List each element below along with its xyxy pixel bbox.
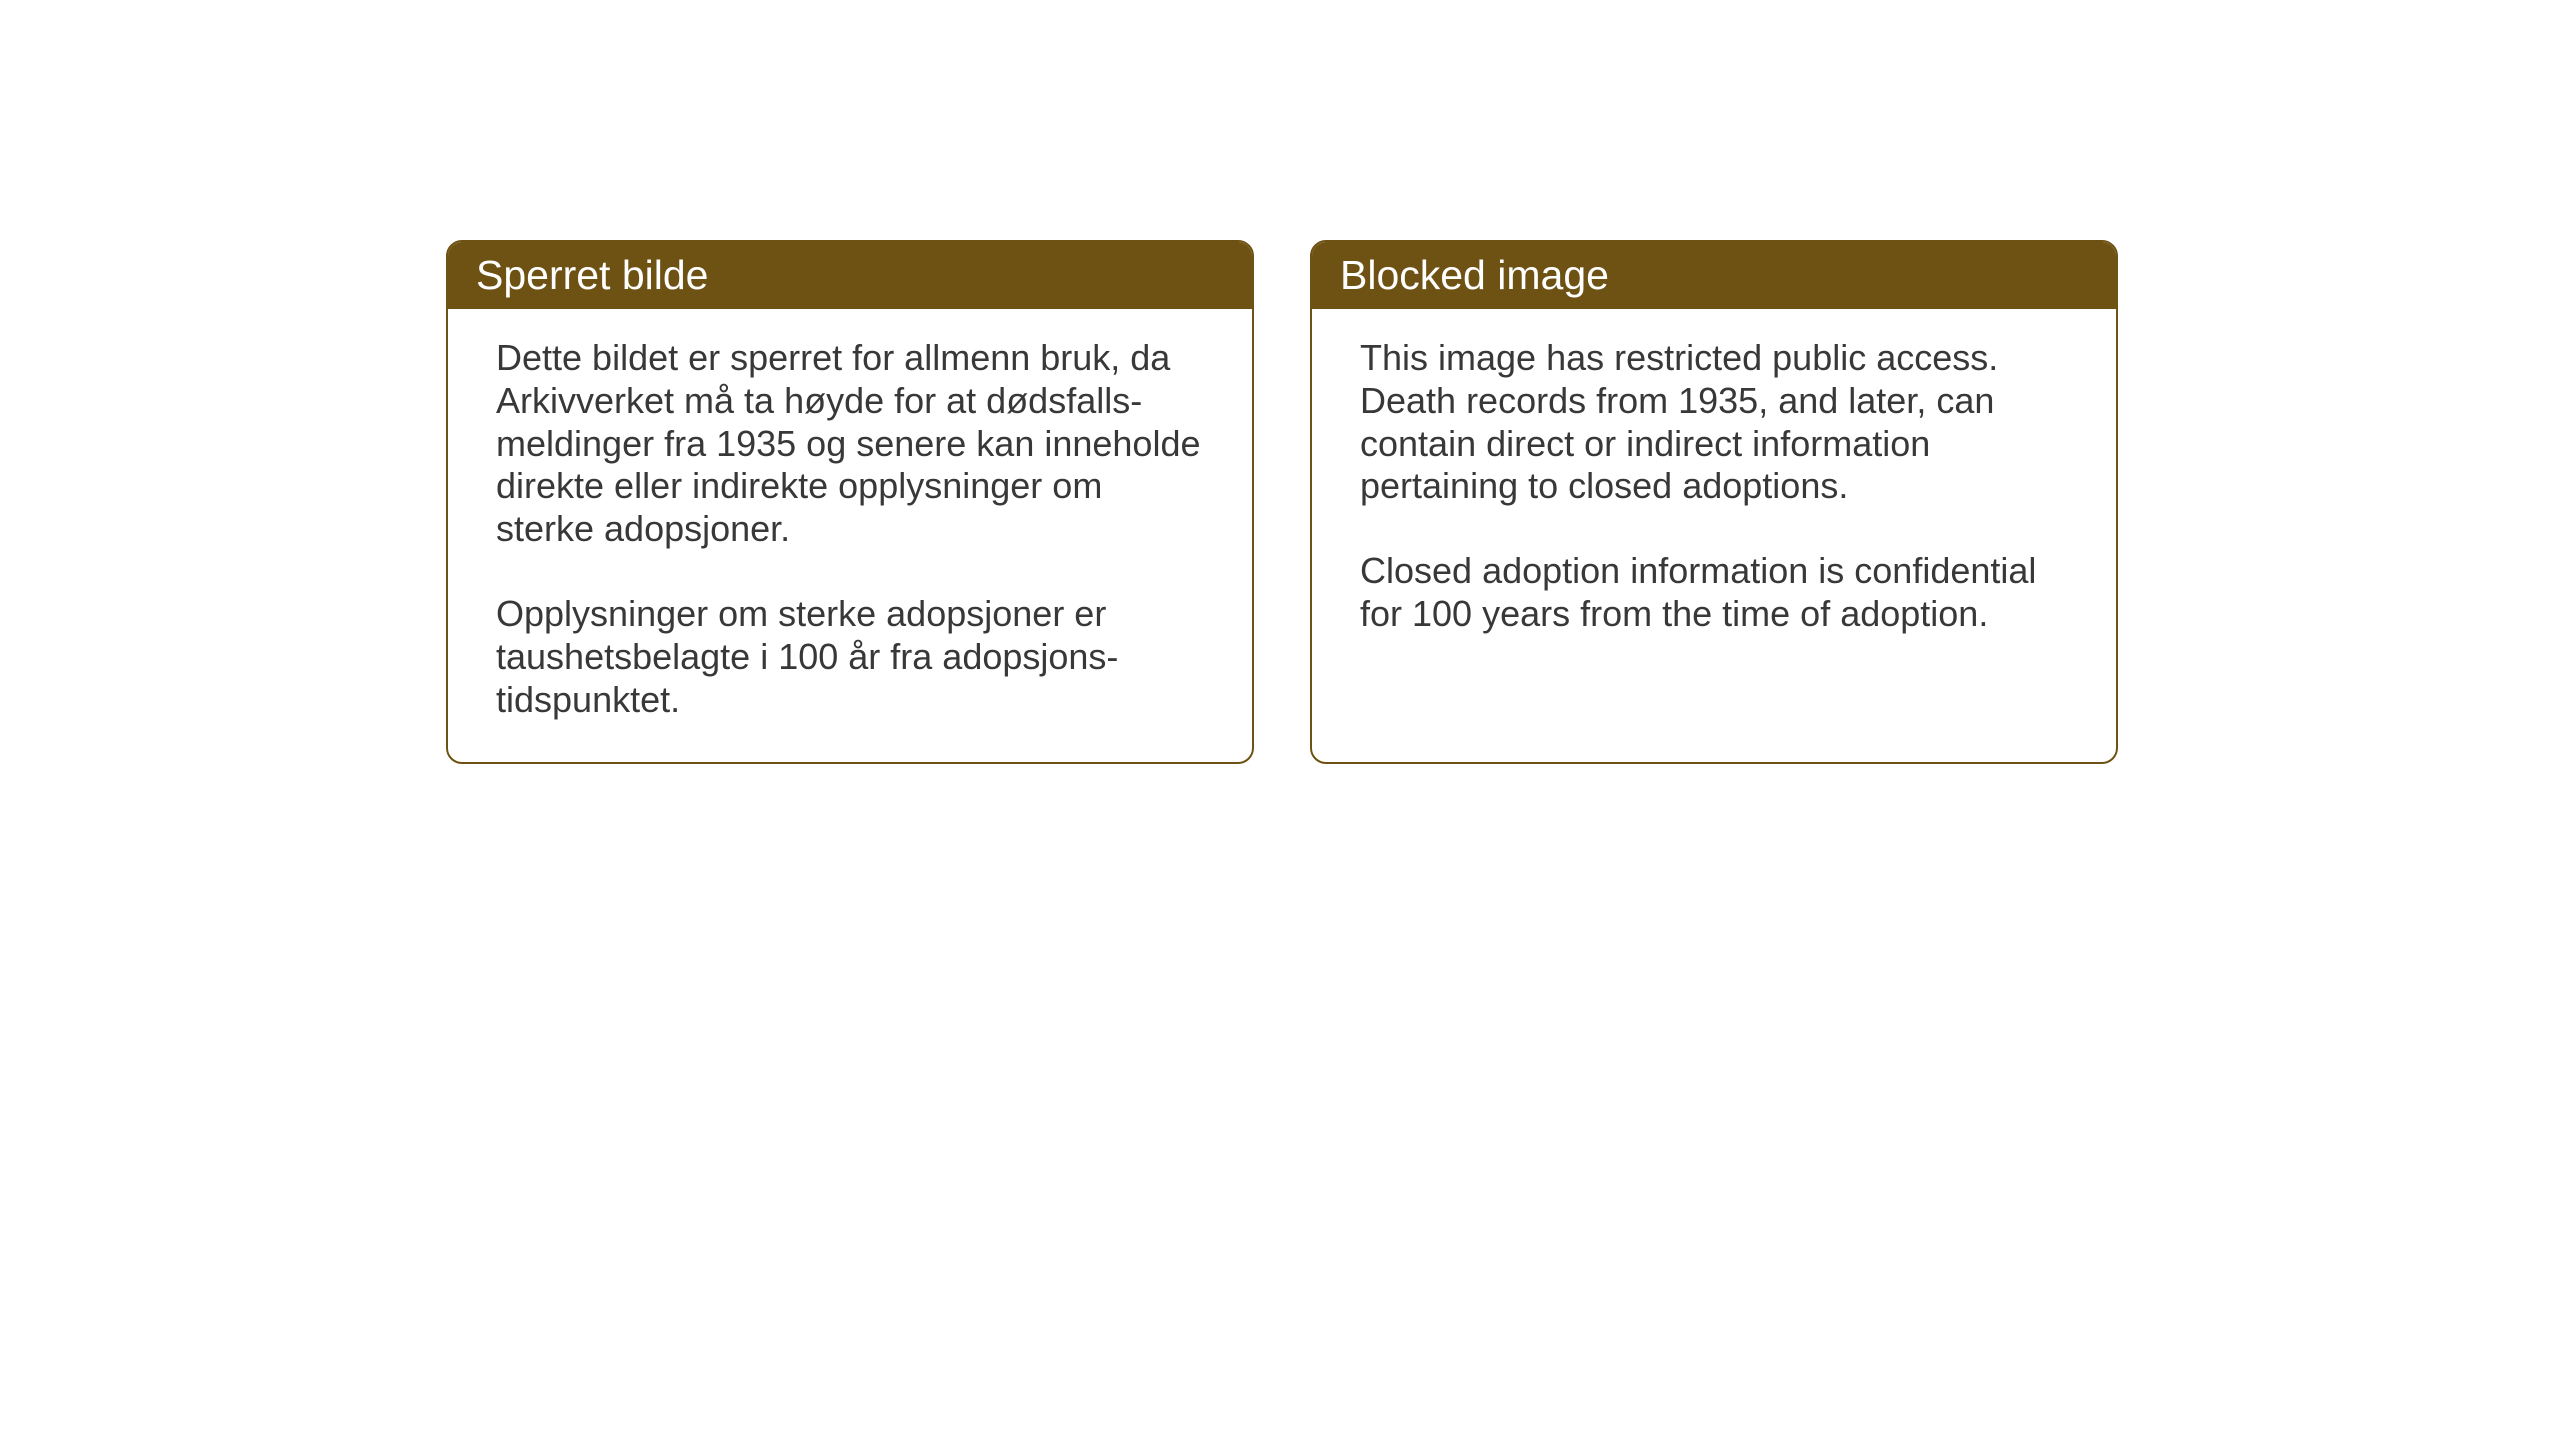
notice-paragraph-1-english: This image has restricted public access.… — [1360, 337, 2068, 508]
notice-card-norwegian: Sperret bilde Dette bildet er sperret fo… — [446, 240, 1254, 764]
notice-paragraph-1-norwegian: Dette bildet er sperret for allmenn bruk… — [496, 337, 1204, 551]
notice-paragraph-2-english: Closed adoption information is confident… — [1360, 550, 2068, 636]
notice-body-english: This image has restricted public access.… — [1312, 309, 2116, 739]
notice-container: Sperret bilde Dette bildet er sperret fo… — [0, 0, 2560, 764]
notice-header-english: Blocked image — [1312, 242, 2116, 309]
notice-card-english: Blocked image This image has restricted … — [1310, 240, 2118, 764]
notice-title-english: Blocked image — [1340, 252, 1609, 298]
notice-paragraph-2-norwegian: Opplysninger om sterke adopsjoner er tau… — [496, 593, 1204, 721]
notice-header-norwegian: Sperret bilde — [448, 242, 1252, 309]
notice-title-norwegian: Sperret bilde — [476, 252, 708, 298]
notice-body-norwegian: Dette bildet er sperret for allmenn bruk… — [448, 309, 1252, 762]
